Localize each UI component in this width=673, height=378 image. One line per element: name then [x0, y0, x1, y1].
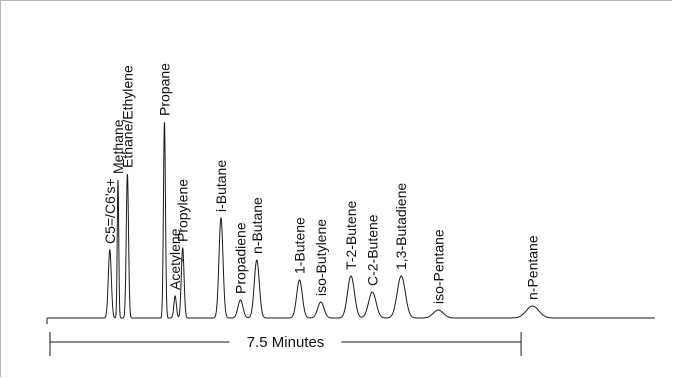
trace-layer [46, 122, 655, 324]
peak-label: Propadiene [232, 222, 248, 294]
scale-bar-label: 7.5 Minutes [247, 334, 325, 351]
peak-label: i-Butane [213, 160, 229, 212]
peak-label: Methane [110, 119, 126, 174]
peak-label: T-2-Butene [343, 201, 359, 270]
scale-bar: 7.5 Minutes [49, 332, 522, 356]
peak-label: iso-Pentane [430, 229, 446, 304]
chromatogram-trace [47, 122, 655, 319]
peak-label: C-2-Butene [364, 214, 380, 286]
peak-label: Acetylene [167, 228, 183, 290]
peak-label: n-Butane [249, 197, 265, 254]
peak-label: n-Pentane [525, 235, 541, 300]
peak-label: C5=/C6's+ [102, 178, 118, 244]
peak-label: Propylene [175, 179, 191, 242]
peak-label: iso-Butylene [313, 219, 329, 296]
peak-label: Propane [156, 63, 172, 116]
peak-label: Ethane/Ethylene [119, 65, 135, 168]
peak-label: 1-Butene [291, 217, 307, 274]
peak-label: 1,3-Butadiene [393, 183, 409, 270]
